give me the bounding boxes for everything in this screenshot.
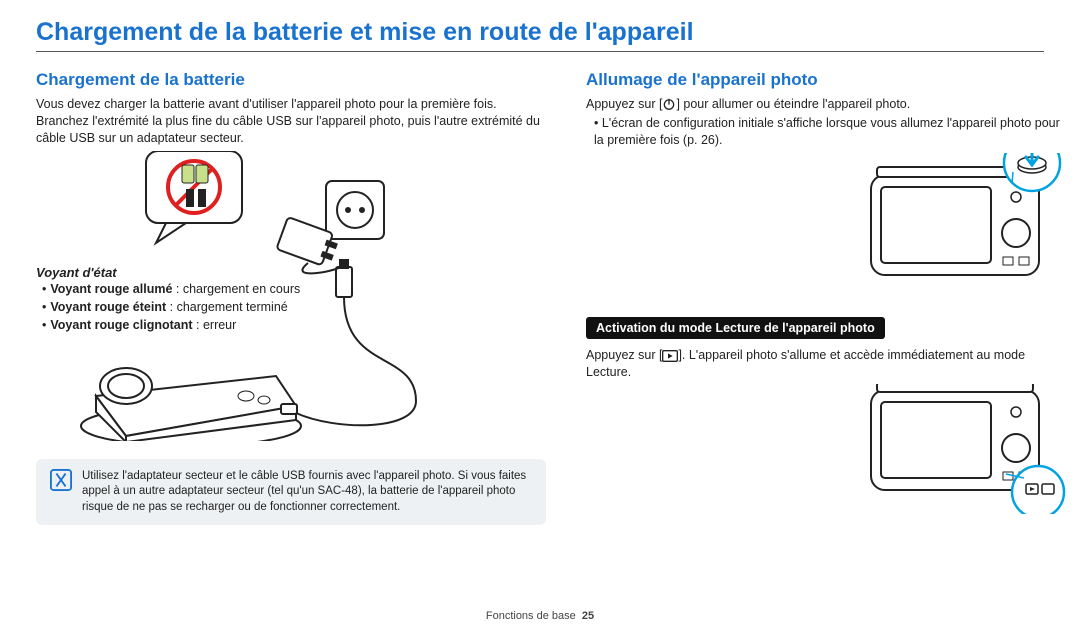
left-intro: Vous devez charger la batterie avant d'u…: [36, 96, 546, 147]
right-column: Allumage de l'appareil photo Appuyez sur…: [586, 70, 1066, 525]
status-key: Voyant rouge allumé: [50, 282, 172, 296]
right-bullet: • L'écran de configuration initiale s'af…: [586, 115, 1066, 149]
status-val: : chargement en cours: [172, 282, 300, 296]
power-icon: [662, 97, 676, 111]
playback-heading-pill: Activation du mode Lecture de l'appareil…: [586, 317, 885, 339]
note-box: Utilisez l'adaptateur secteur et le câbl…: [36, 459, 546, 526]
footer-label: Fonctions de base: [486, 610, 576, 622]
status-item: •Voyant rouge éteint : chargement termin…: [42, 298, 336, 316]
right-subtitle: Allumage de l'appareil photo: [586, 70, 1066, 90]
playback-text: Appuyez sur []. L'appareil photo s'allum…: [586, 347, 1066, 381]
status-item: •Voyant rouge allumé : chargement en cou…: [42, 280, 336, 298]
info-icon: [50, 469, 72, 491]
status-item: •Voyant rouge clignotant : erreur: [42, 316, 336, 334]
right-bullet-text: L'écran de configuration initiale s'affi…: [594, 116, 1060, 147]
note-text: Utilisez l'adaptateur secteur et le câbl…: [82, 469, 532, 516]
status-heading: Voyant d'état: [36, 265, 336, 280]
status-key: Voyant rouge clignotant: [50, 318, 192, 332]
play-icon: [662, 350, 678, 362]
charging-diagram: Voyant d'état •Voyant rouge allumé : cha…: [36, 151, 546, 441]
right-intro: Appuyez sur [ ] pour allumer ou éteindre …: [586, 96, 1066, 113]
page-footer: Fonctions de base 25: [0, 610, 1080, 622]
playback-diagram: [586, 384, 1066, 514]
power-on-diagram: [586, 153, 1066, 303]
left-subtitle: Chargement de la batterie: [36, 70, 546, 90]
status-list: •Voyant rouge allumé : chargement en cou…: [36, 280, 336, 334]
footer-page-number: 25: [582, 610, 594, 622]
intro-post: ] pour allumer ou éteindre l'appareil ph…: [676, 97, 910, 111]
intro-pre: Appuyez sur [: [586, 97, 662, 111]
status-val: : chargement terminé: [166, 300, 288, 314]
playback-pre: Appuyez sur [: [586, 348, 662, 362]
status-val: : erreur: [193, 318, 237, 332]
left-column: Chargement de la batterie Vous devez cha…: [36, 70, 546, 525]
status-key: Voyant rouge éteint: [50, 300, 166, 314]
page-title: Chargement de la batterie et mise en rou…: [36, 18, 1044, 52]
